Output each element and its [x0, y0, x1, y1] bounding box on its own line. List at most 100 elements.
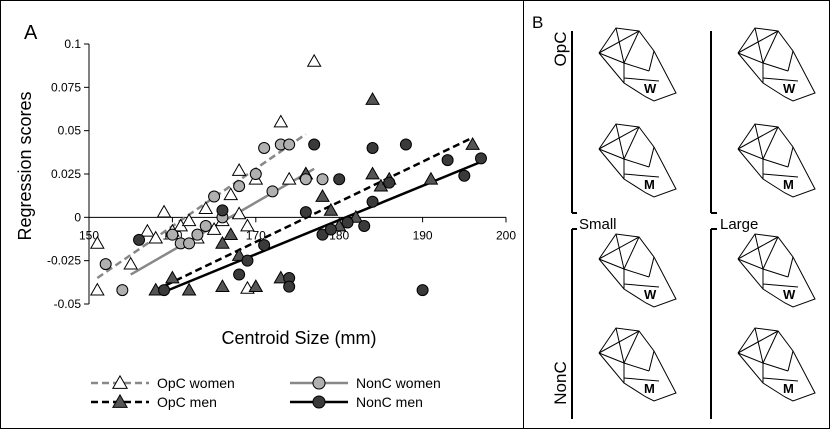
y-tick-label: -0.05 — [54, 297, 82, 311]
shape-edge — [762, 268, 789, 278]
data-points — [89, 53, 487, 297]
shape-edge — [754, 233, 764, 270]
shape-edge — [762, 173, 799, 178]
shape-edge — [737, 27, 816, 102]
sex-label: W — [783, 287, 796, 302]
shape-edge — [737, 258, 764, 270]
size-label-large: Large — [720, 216, 758, 233]
shape-edge — [615, 233, 625, 270]
data-point — [365, 166, 380, 180]
shape-edge — [623, 30, 640, 64]
panel-b-label: B — [532, 13, 543, 32]
legend-label: NonC men — [356, 394, 423, 410]
x-axis-label: Centroid Size (mm) — [221, 328, 376, 348]
legend-label: NonC women — [356, 375, 441, 391]
panel-a: A -0.05-0.02500.0250.050.0750.1150160170… — [0, 0, 524, 429]
x-tick-label: 200 — [496, 228, 516, 242]
group-label-bottom: NonC — [551, 361, 570, 404]
data-point — [223, 227, 239, 241]
data-point — [273, 114, 289, 128]
data-point — [231, 206, 247, 220]
shape-edge — [762, 62, 789, 72]
data-point — [358, 220, 371, 232]
data-point — [181, 213, 197, 227]
data-point — [383, 176, 396, 189]
shape-edge — [754, 123, 764, 160]
data-point — [215, 279, 230, 293]
group-brackets — [571, 31, 717, 419]
data-point — [441, 154, 454, 167]
data-point — [299, 173, 312, 186]
shape-diagram: M — [737, 327, 816, 402]
legend-marker — [312, 376, 326, 390]
data-point — [283, 138, 296, 151]
shape-edge — [623, 77, 660, 82]
shape-edge — [787, 256, 794, 278]
shape-diagram: M — [598, 327, 677, 402]
shape-diagram: W — [598, 233, 677, 308]
shape-edge — [623, 126, 640, 160]
shape-edge — [737, 123, 816, 198]
y-tick-label: 0.05 — [58, 124, 82, 138]
shape-edge — [762, 126, 779, 160]
shape-edge — [598, 27, 677, 102]
data-point — [158, 284, 171, 297]
data-point — [458, 169, 471, 182]
sex-label: W — [783, 81, 796, 96]
sex-label: M — [783, 381, 794, 396]
fit-line — [96, 133, 307, 280]
legend-marker — [111, 374, 129, 389]
data-point — [183, 237, 196, 250]
shape-edge — [762, 377, 799, 382]
data-point — [366, 195, 379, 208]
data-point — [315, 189, 330, 202]
data-point — [240, 218, 255, 232]
shape-edge — [648, 350, 655, 372]
data-point — [323, 202, 339, 216]
y-tick-label: -0.025 — [47, 254, 81, 268]
data-point — [341, 216, 354, 229]
shape-edge — [623, 283, 660, 288]
data-point — [308, 138, 321, 151]
shape-edge — [737, 52, 764, 64]
shape-diagram: M — [737, 123, 816, 198]
data-point — [133, 233, 146, 246]
shape-edge — [737, 233, 816, 308]
shape-diagrams: B OpC NonC Small Large W W M M W W M M — [532, 13, 816, 419]
shape-edge — [623, 268, 650, 278]
shape-edge — [598, 52, 625, 64]
data-point — [266, 185, 279, 198]
legend-marker — [111, 393, 129, 408]
data-point — [191, 228, 204, 241]
data-point — [474, 152, 487, 165]
data-point — [140, 223, 155, 237]
data-point — [89, 282, 105, 296]
y-tick-label: 0.075 — [51, 80, 81, 94]
data-point — [215, 235, 230, 249]
data-point — [258, 239, 271, 252]
shape-diagram: W — [737, 233, 816, 308]
data-point — [199, 220, 212, 232]
data-point — [423, 171, 439, 185]
fit-line — [155, 136, 474, 292]
data-point — [181, 282, 197, 296]
shape-edge — [787, 350, 794, 372]
data-point — [281, 171, 297, 185]
shape-edge — [623, 330, 640, 364]
diagrams: W W M M W W M M — [598, 27, 816, 402]
shape-edge — [623, 377, 660, 382]
shape-edge — [598, 233, 677, 308]
data-point — [316, 173, 329, 186]
shape-edge — [762, 283, 799, 288]
shape-edge — [598, 123, 677, 198]
shape-edge — [615, 327, 625, 364]
shape-edge — [762, 330, 779, 364]
shape-edge — [737, 148, 764, 160]
data-point — [366, 142, 379, 154]
data-point — [208, 190, 221, 203]
ticks: -0.05-0.02500.0250.050.0750.115016017018… — [47, 37, 516, 311]
y-tick-label: 0 — [74, 210, 81, 224]
shape-diagram: M — [598, 123, 677, 198]
data-point — [223, 187, 239, 201]
